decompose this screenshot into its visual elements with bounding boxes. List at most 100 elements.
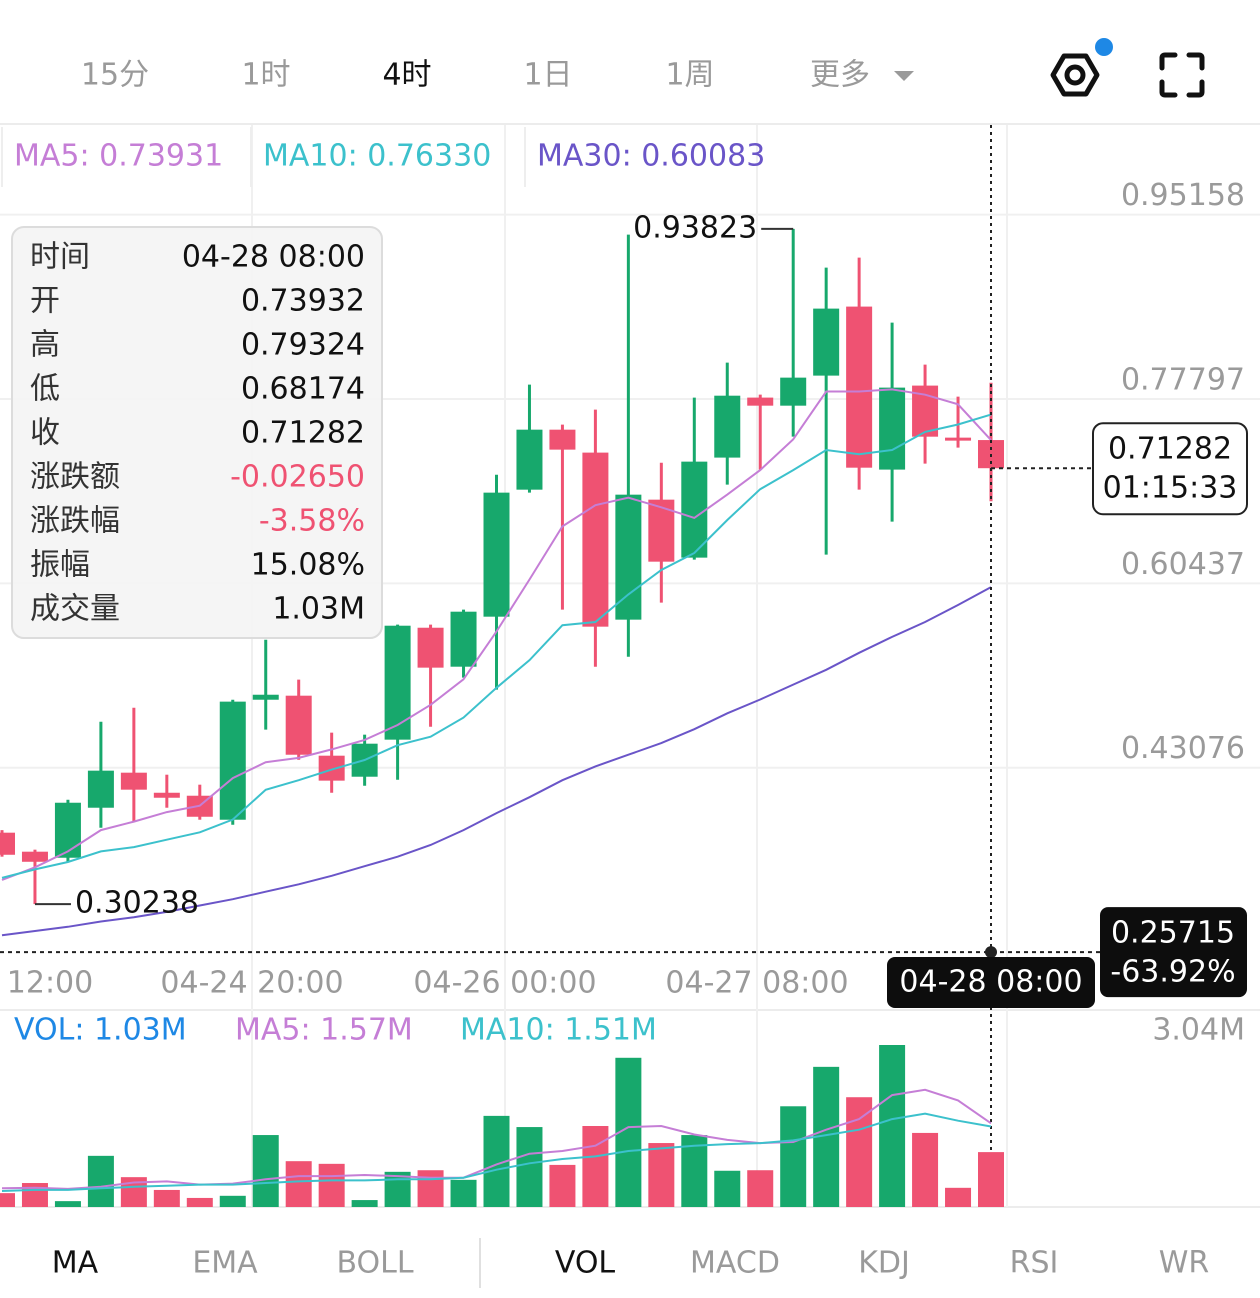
volume-legend-entry: MA5: 1.57M bbox=[235, 1013, 413, 1048]
corner bbox=[1159, 52, 1178, 71]
candles bbox=[0, 228, 1004, 905]
volume-bar bbox=[549, 1164, 576, 1207]
tooltip-value: -0.02650 bbox=[230, 460, 365, 495]
timeframe-tab[interactable]: 15分 bbox=[81, 58, 149, 93]
candle-body bbox=[681, 461, 708, 558]
volume-bar bbox=[0, 1193, 15, 1207]
candle-body bbox=[54, 802, 81, 858]
crosshair-change: -63.92% bbox=[1110, 955, 1235, 990]
tooltip-label: 涨跌幅 bbox=[30, 504, 120, 539]
fullscreen-icon[interactable] bbox=[1159, 52, 1205, 98]
volume-bar bbox=[384, 1171, 411, 1207]
tooltip-value: 1.03M bbox=[272, 592, 365, 627]
legend-entry: MA10: 0.76330 bbox=[263, 139, 491, 174]
volume-bar bbox=[450, 1179, 477, 1207]
volume-bar bbox=[21, 1183, 48, 1207]
legend-entry: MA30: 0.60083 bbox=[537, 139, 765, 174]
candle-body bbox=[516, 429, 543, 490]
volume-bar bbox=[252, 1135, 279, 1207]
tooltip-label: 开 bbox=[30, 284, 60, 319]
volume-axis-label: 3.04M bbox=[1152, 1013, 1245, 1048]
tooltip-label: 高 bbox=[30, 328, 60, 363]
indicator-tab[interactable]: MACD bbox=[690, 1246, 780, 1281]
ma-line bbox=[1, 413, 992, 879]
indicator-tab[interactable]: BOLL bbox=[336, 1246, 413, 1281]
candle-body bbox=[219, 701, 246, 820]
y-tick-label: 0.95158 bbox=[1121, 178, 1245, 213]
indicator-tab[interactable]: VOL bbox=[555, 1246, 616, 1281]
indicator-tab[interactable]: MA bbox=[52, 1246, 99, 1281]
indicator-tab[interactable]: EMA bbox=[192, 1246, 258, 1281]
timeframe-tab[interactable]: 1日 bbox=[523, 58, 572, 93]
timeframe-tab[interactable]: 1周 bbox=[665, 58, 714, 93]
y-tick-label: 0.60437 bbox=[1121, 547, 1245, 582]
more-arrow bbox=[894, 71, 914, 81]
tooltip-value: -3.58% bbox=[259, 504, 365, 539]
tooltip-label: 涨跌额 bbox=[30, 460, 120, 495]
candle-body bbox=[714, 395, 741, 458]
volume-bar bbox=[978, 1152, 1004, 1207]
volume-bars bbox=[0, 1045, 1004, 1207]
tooltip-value: 04-28 08:00 bbox=[182, 240, 365, 275]
volume-bar bbox=[351, 1200, 378, 1207]
candle-body bbox=[384, 625, 411, 740]
candle-body bbox=[252, 694, 279, 700]
tooltip-label: 成交量 bbox=[30, 592, 120, 627]
crosshair-price: 0.25715 bbox=[1111, 916, 1235, 951]
candle-body bbox=[747, 397, 774, 406]
x-tick-label: 04-27 08:00 bbox=[665, 966, 848, 1001]
candle-body bbox=[549, 429, 576, 450]
volume-legend: VOL: 1.03M bbox=[14, 1013, 187, 1048]
indicator-tab[interactable]: WR bbox=[1159, 1246, 1210, 1281]
x-tick-label: 04-26 00:00 bbox=[413, 966, 596, 1001]
volume-bar bbox=[219, 1195, 246, 1207]
corner bbox=[1159, 79, 1178, 98]
low-marker-label: 0.30238 bbox=[75, 886, 199, 921]
volume-bar bbox=[417, 1170, 444, 1207]
volume-bar bbox=[285, 1161, 312, 1207]
indicator-tab[interactable]: RSI bbox=[1010, 1246, 1059, 1281]
candle-body bbox=[483, 492, 510, 617]
crosshair-dot bbox=[985, 946, 997, 959]
volume-ma-line bbox=[1, 1088, 992, 1190]
tooltip-label: 振幅 bbox=[30, 548, 90, 583]
candle-body bbox=[615, 494, 642, 620]
tooltip-label: 低 bbox=[30, 372, 60, 407]
corner bbox=[1186, 79, 1205, 98]
tooltip-value: 0.79324 bbox=[241, 328, 365, 363]
settings-icon[interactable] bbox=[1050, 38, 1113, 97]
crosshair-time: 04-28 08:00 bbox=[899, 965, 1082, 1000]
last-price: 0.71282 bbox=[1108, 432, 1232, 467]
indicator-tab[interactable]: KDJ bbox=[858, 1246, 910, 1281]
y-tick-label: 0.77797 bbox=[1121, 363, 1245, 398]
ma-line bbox=[1, 586, 992, 937]
tooltip-value: 15.08% bbox=[251, 548, 365, 583]
tooltip-value: 0.68174 bbox=[241, 372, 365, 407]
crosshair-time-box bbox=[887, 957, 1095, 1008]
candle-body bbox=[450, 611, 477, 667]
candle-body bbox=[285, 695, 312, 755]
countdown: 01:15:33 bbox=[1103, 471, 1238, 506]
candle-body bbox=[0, 832, 15, 855]
candle-body bbox=[648, 499, 675, 562]
crosshair-price-box bbox=[1100, 907, 1247, 998]
tooltip-value: 0.73932 bbox=[241, 284, 365, 319]
volume-bar bbox=[582, 1126, 609, 1207]
x-tick-label: 04-24 20:00 bbox=[160, 966, 343, 1001]
tooltip-label: 收 bbox=[30, 416, 60, 451]
ma-line bbox=[1, 388, 992, 881]
volume-bar bbox=[516, 1127, 543, 1207]
volume-bar bbox=[54, 1201, 81, 1207]
timeframe-tab[interactable]: 1时 bbox=[241, 58, 290, 93]
volume-bar bbox=[879, 1045, 906, 1207]
volume-bar bbox=[747, 1170, 774, 1207]
candle-body bbox=[417, 627, 444, 668]
last-price-box bbox=[1092, 422, 1248, 516]
volume-bar bbox=[780, 1106, 807, 1207]
settings-hexagon bbox=[1050, 53, 1100, 97]
volume-bar bbox=[846, 1097, 873, 1207]
timeframe-tab[interactable]: 4时 bbox=[382, 58, 431, 93]
volume-bar bbox=[318, 1163, 345, 1207]
timeframe-tab[interactable]: 更多 bbox=[810, 58, 870, 93]
